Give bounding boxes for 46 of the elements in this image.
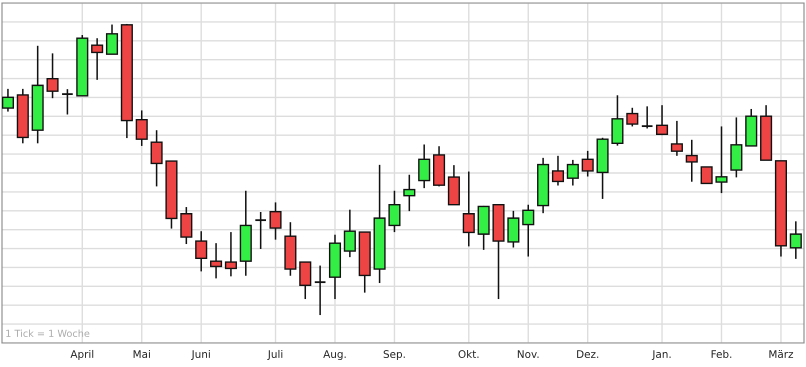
candlestick: [700, 166, 713, 184]
candlestick: [670, 120, 683, 157]
candlestick: [150, 129, 163, 188]
x-tick-label: März: [769, 350, 794, 358]
x-tick-label: Jan.: [652, 350, 671, 360]
candlestick: [522, 204, 534, 258]
candlestick: [314, 264, 326, 316]
x-tick-label: Mai: [134, 350, 150, 358]
candlestick: [269, 202, 282, 240]
candlestick: [91, 37, 104, 81]
candlestick: [686, 139, 698, 182]
x-tick-label: Dez.: [577, 350, 598, 358]
candlestick: [299, 261, 312, 300]
candlestick: [462, 170, 475, 248]
candlestick: [790, 220, 802, 260]
candlestick: [656, 104, 668, 136]
x-tick-label: Nov.: [518, 350, 539, 358]
candlestick: [180, 206, 192, 245]
candlestick: [61, 88, 74, 116]
x-tick-label: Juli: [267, 350, 282, 360]
candlestick: [507, 210, 520, 248]
candlestick: [344, 208, 356, 258]
candlestick: [195, 230, 208, 272]
candlestick: [254, 211, 267, 250]
candlestick: [106, 24, 118, 55]
candlestick: [418, 144, 430, 189]
x-tick-label: Aug.: [323, 350, 346, 360]
candlestick: [136, 110, 148, 147]
x-tick-label: Okt.: [458, 350, 478, 358]
candlestick: [552, 155, 564, 186]
candlestick: [210, 242, 222, 280]
candlestick: [715, 126, 728, 194]
candlestick: [626, 107, 638, 128]
candlestick: [403, 174, 416, 212]
candlestick: [640, 106, 654, 130]
candlestick: [566, 159, 579, 186]
candlestick: [388, 190, 400, 233]
x-tick-label: Feb.: [712, 350, 732, 358]
candlestick: [2, 88, 14, 112]
candlestick: [46, 52, 59, 99]
candlestick: [224, 231, 237, 278]
x-tick-label: Sep.: [384, 350, 405, 360]
x-tick-label: Juni: [191, 350, 210, 360]
text: 1 Tick = 1 Woche: [6, 330, 90, 338]
x-tick-label: April: [70, 350, 94, 360]
candlestick: [582, 150, 594, 178]
